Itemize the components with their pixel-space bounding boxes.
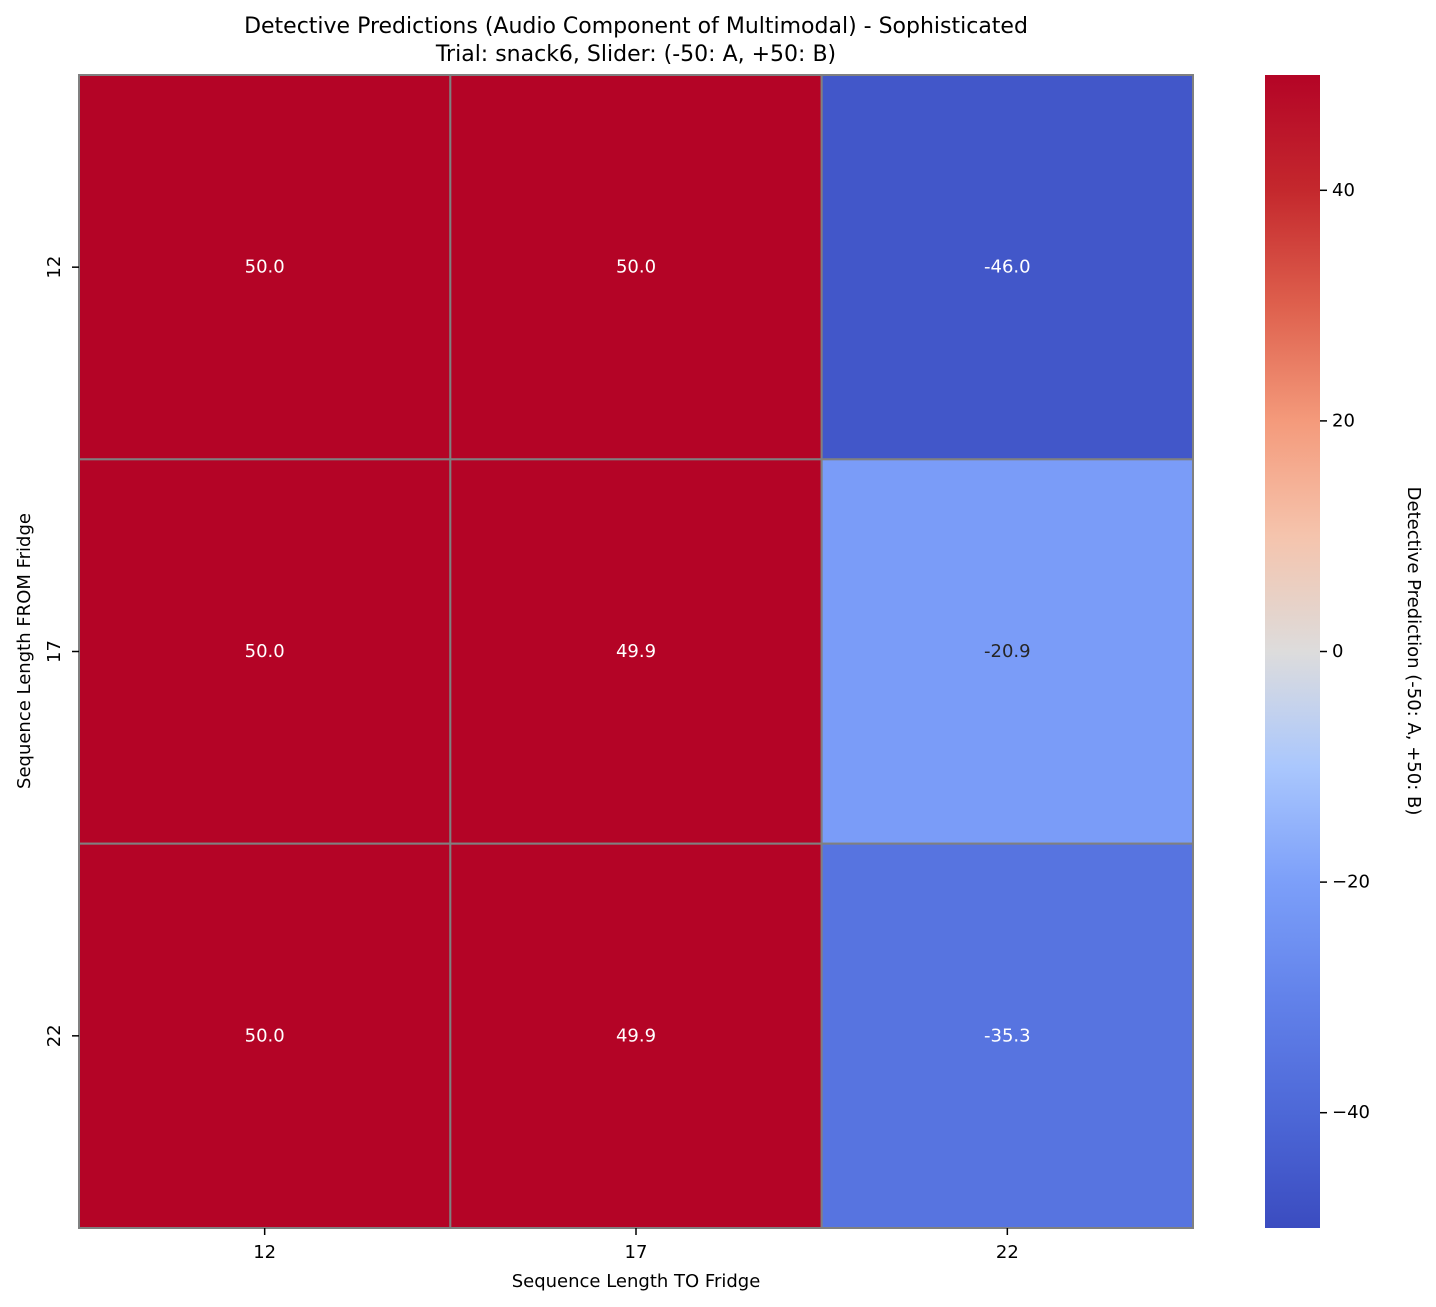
cell-value-label-r3-c2: 49.9 <box>616 1025 656 1046</box>
heatmap-cell-r3-c3 <box>820 842 1195 1230</box>
x-axis-label: Sequence Length TO Fridge <box>512 1271 761 1292</box>
x-axis-ticks: 12 17 22 <box>253 1228 1019 1263</box>
y-axis-ticks: 12 17 22 <box>44 256 79 1047</box>
heatmap-cell-labels: 50.0 50.0 -46.0 50.0 49.9 -20.9 50.0 49.9 -35.3 <box>245 257 1031 1047</box>
colorbar-tick-label-1: 40 <box>1332 180 1355 201</box>
heatmap-cell-r2-c3 <box>820 458 1195 845</box>
heatmap-cell-r2-c1 <box>78 458 452 845</box>
cell-value-label-r3-c1: 50.0 <box>245 1025 285 1046</box>
heatmap-cell-r1-c1 <box>78 74 452 461</box>
x-tick-label-3: 22 <box>996 1242 1019 1263</box>
colorbar-tick-label-3: 0 <box>1332 641 1343 662</box>
heatmap-cell-r3-c2 <box>449 842 823 1230</box>
colorbar-ticks: 40 20 0 −20 −40 <box>1320 180 1370 1123</box>
chart-subtitle: Trial: snack6, Slider: (-50: A, +50: B) <box>435 42 836 67</box>
heatmap-cell-r1-c2 <box>449 74 823 461</box>
colorbar-tick-label-2: 20 <box>1332 410 1355 431</box>
y-axis-label: Sequence Length FROM Fridge <box>14 513 35 789</box>
colorbar-label: Detective Prediction (-50: A, +50: B) <box>1403 487 1424 816</box>
x-tick-label-1: 12 <box>253 1242 276 1263</box>
cell-value-label-r2-c1: 50.0 <box>245 641 285 662</box>
colorbar-tick-label-5: −40 <box>1332 1102 1370 1123</box>
colorbar <box>1265 75 1320 1228</box>
x-tick-label-2: 17 <box>625 1242 648 1263</box>
chart-title: Detective Predictions (Audio Component o… <box>244 14 1028 39</box>
cell-value-label-r1-c1: 50.0 <box>245 257 285 278</box>
cell-value-label-r1-c2: 50.0 <box>616 257 656 278</box>
cell-value-label-r1-c3: -46.0 <box>984 257 1031 278</box>
y-tick-label-3: 22 <box>44 1024 65 1047</box>
y-tick-label-2: 17 <box>44 640 65 663</box>
heatmap-cell-r1-c3 <box>820 74 1195 461</box>
cell-value-label-r2-c2: 49.9 <box>616 641 656 662</box>
heatmap-cell-r3-c1 <box>78 842 452 1230</box>
heatmap-cells <box>78 74 1195 1230</box>
y-tick-label-1: 12 <box>44 256 65 279</box>
cell-value-label-r2-c3: -20.9 <box>984 641 1031 662</box>
cell-value-label-r3-c3: -35.3 <box>984 1025 1031 1046</box>
colorbar-tick-label-4: −20 <box>1332 872 1370 893</box>
